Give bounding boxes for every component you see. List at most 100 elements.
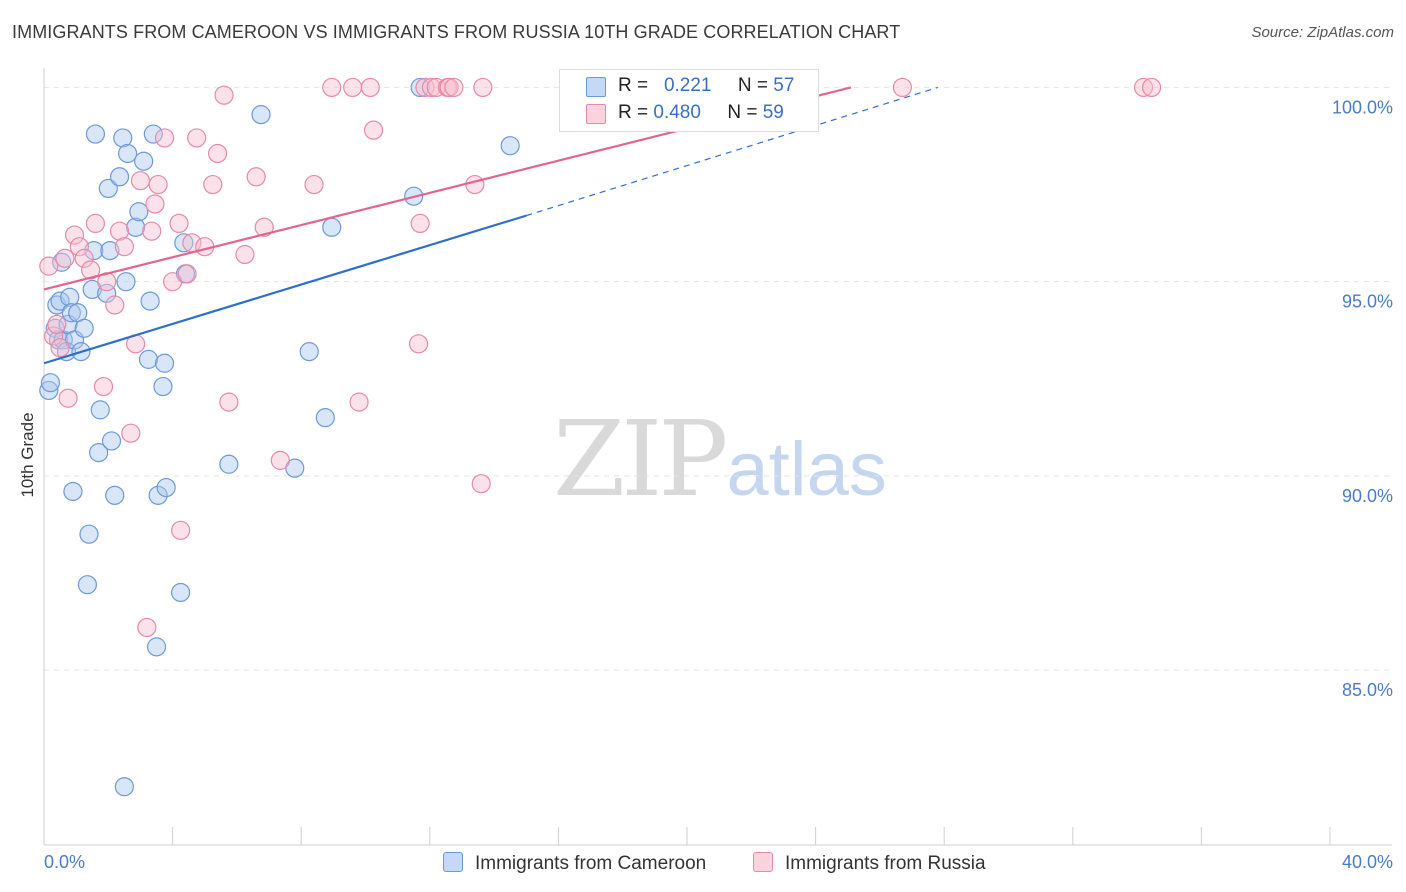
cameroon-point bbox=[100, 240, 120, 261]
legend-n-label: N = bbox=[737, 75, 769, 96]
cameroon-point bbox=[98, 178, 118, 199]
russia-point bbox=[322, 77, 342, 98]
cameroon-point bbox=[156, 477, 176, 498]
russia-point bbox=[93, 376, 114, 397]
cameroon-point bbox=[74, 318, 94, 338]
cameroon-point bbox=[105, 485, 125, 505]
russia-point bbox=[439, 77, 459, 98]
y-tick-label: 85.0% bbox=[1342, 680, 1393, 700]
russia-point bbox=[55, 248, 75, 268]
cameroon-point bbox=[61, 303, 81, 323]
russia-point bbox=[148, 174, 168, 195]
chart-title: IMMIGRANTS FROM CAMEROON VS IMMIGRANTS F… bbox=[12, 22, 901, 42]
cameroon-trend-line bbox=[43, 214, 527, 365]
cameroon-point bbox=[39, 380, 59, 401]
russia-point bbox=[105, 295, 125, 315]
x-tick-label-max: 40.0% bbox=[1341, 852, 1393, 872]
russia-point bbox=[408, 334, 429, 354]
russia-point bbox=[81, 260, 101, 280]
russia-point bbox=[154, 128, 175, 148]
russia-point bbox=[214, 85, 234, 105]
cameroon-point bbox=[171, 582, 191, 603]
cameroon-point bbox=[500, 136, 520, 156]
legend-n-value: 57 bbox=[773, 75, 795, 96]
russia-point bbox=[254, 217, 274, 237]
cameroon-point bbox=[140, 291, 160, 311]
legend-swatch-cameroon bbox=[586, 77, 606, 97]
russia-point bbox=[47, 314, 67, 335]
russia-point bbox=[169, 213, 189, 233]
cameroon-point bbox=[146, 637, 167, 657]
cameroon-point bbox=[117, 143, 138, 164]
cameroon-point bbox=[77, 575, 98, 595]
russia-point bbox=[465, 174, 485, 195]
legend-item-russia[interactable]: Immigrants from Russia bbox=[753, 852, 986, 875]
cameroon-point bbox=[134, 151, 154, 171]
russia-point bbox=[246, 167, 266, 187]
russia-point bbox=[304, 174, 324, 195]
cameroon-point bbox=[143, 124, 163, 144]
cameroon-point bbox=[79, 524, 99, 544]
cameroon-point bbox=[63, 481, 83, 502]
cameroon-point bbox=[129, 202, 149, 222]
russia-point bbox=[114, 237, 134, 257]
russia-point bbox=[203, 174, 223, 195]
russia-point bbox=[349, 392, 369, 412]
cameroon-point bbox=[101, 431, 122, 451]
legend-swatch-russia bbox=[753, 852, 773, 872]
cameroon-point bbox=[148, 485, 168, 505]
russia-point bbox=[137, 617, 157, 638]
cameroon-point bbox=[251, 105, 271, 125]
russia-point bbox=[208, 143, 228, 164]
cameroon-point bbox=[85, 124, 106, 144]
russia-point bbox=[235, 244, 255, 265]
russia-point bbox=[415, 77, 435, 98]
cameroon-point bbox=[116, 272, 136, 292]
cameroon-point bbox=[410, 77, 430, 98]
russia-point bbox=[471, 474, 491, 494]
russia-point bbox=[44, 326, 64, 346]
russia-point bbox=[50, 338, 70, 358]
y-tick-label: 100.0% bbox=[1332, 97, 1393, 117]
russia-point bbox=[121, 423, 141, 443]
cameroon-point bbox=[322, 217, 342, 237]
legend-item-cameroon[interactable]: Immigrants from Cameroon bbox=[443, 852, 706, 875]
legend-r-value: 0.221 bbox=[663, 75, 712, 96]
cameroon-point bbox=[154, 353, 175, 373]
cameroon-point bbox=[126, 217, 146, 237]
grid-lines bbox=[44, 86, 1392, 671]
cameroon-point bbox=[40, 373, 61, 393]
cameroon-point bbox=[90, 400, 110, 420]
data-points bbox=[39, 77, 1162, 797]
russia-point bbox=[130, 171, 151, 191]
russia-point bbox=[142, 221, 162, 241]
cameroon-point bbox=[109, 167, 130, 187]
russia-point bbox=[219, 392, 239, 412]
cameroon-point bbox=[299, 342, 319, 362]
russia-point bbox=[410, 213, 430, 233]
russia-point bbox=[58, 388, 78, 408]
legend-swatch-cameroon bbox=[443, 852, 463, 872]
cameroon-point bbox=[315, 408, 335, 428]
russia-point bbox=[69, 237, 89, 257]
watermark: ZIPatlas bbox=[553, 398, 887, 520]
stats-legend: R = 0.221 N = 57 R = 0.480 N = 59 bbox=[559, 69, 819, 132]
russia-point bbox=[444, 77, 464, 98]
russia-point bbox=[74, 248, 94, 268]
legend-r-label: R = bbox=[618, 102, 649, 123]
y-tick-label: 95.0% bbox=[1342, 292, 1393, 312]
axes bbox=[43, 68, 1392, 846]
russia-point bbox=[109, 221, 130, 241]
cameroon-point bbox=[114, 777, 134, 797]
cameroon-point bbox=[219, 454, 239, 474]
russia-point bbox=[85, 213, 106, 233]
legend-r-label: R = bbox=[618, 75, 649, 96]
cameroon-point bbox=[138, 349, 159, 369]
cameroon-point bbox=[60, 287, 80, 307]
cameroon-point bbox=[113, 128, 133, 148]
russia-point bbox=[270, 450, 290, 470]
legend-label-russia: Immigrants from Russia bbox=[785, 853, 986, 874]
cameroon-point bbox=[84, 240, 104, 261]
cameroon-point bbox=[174, 233, 194, 253]
